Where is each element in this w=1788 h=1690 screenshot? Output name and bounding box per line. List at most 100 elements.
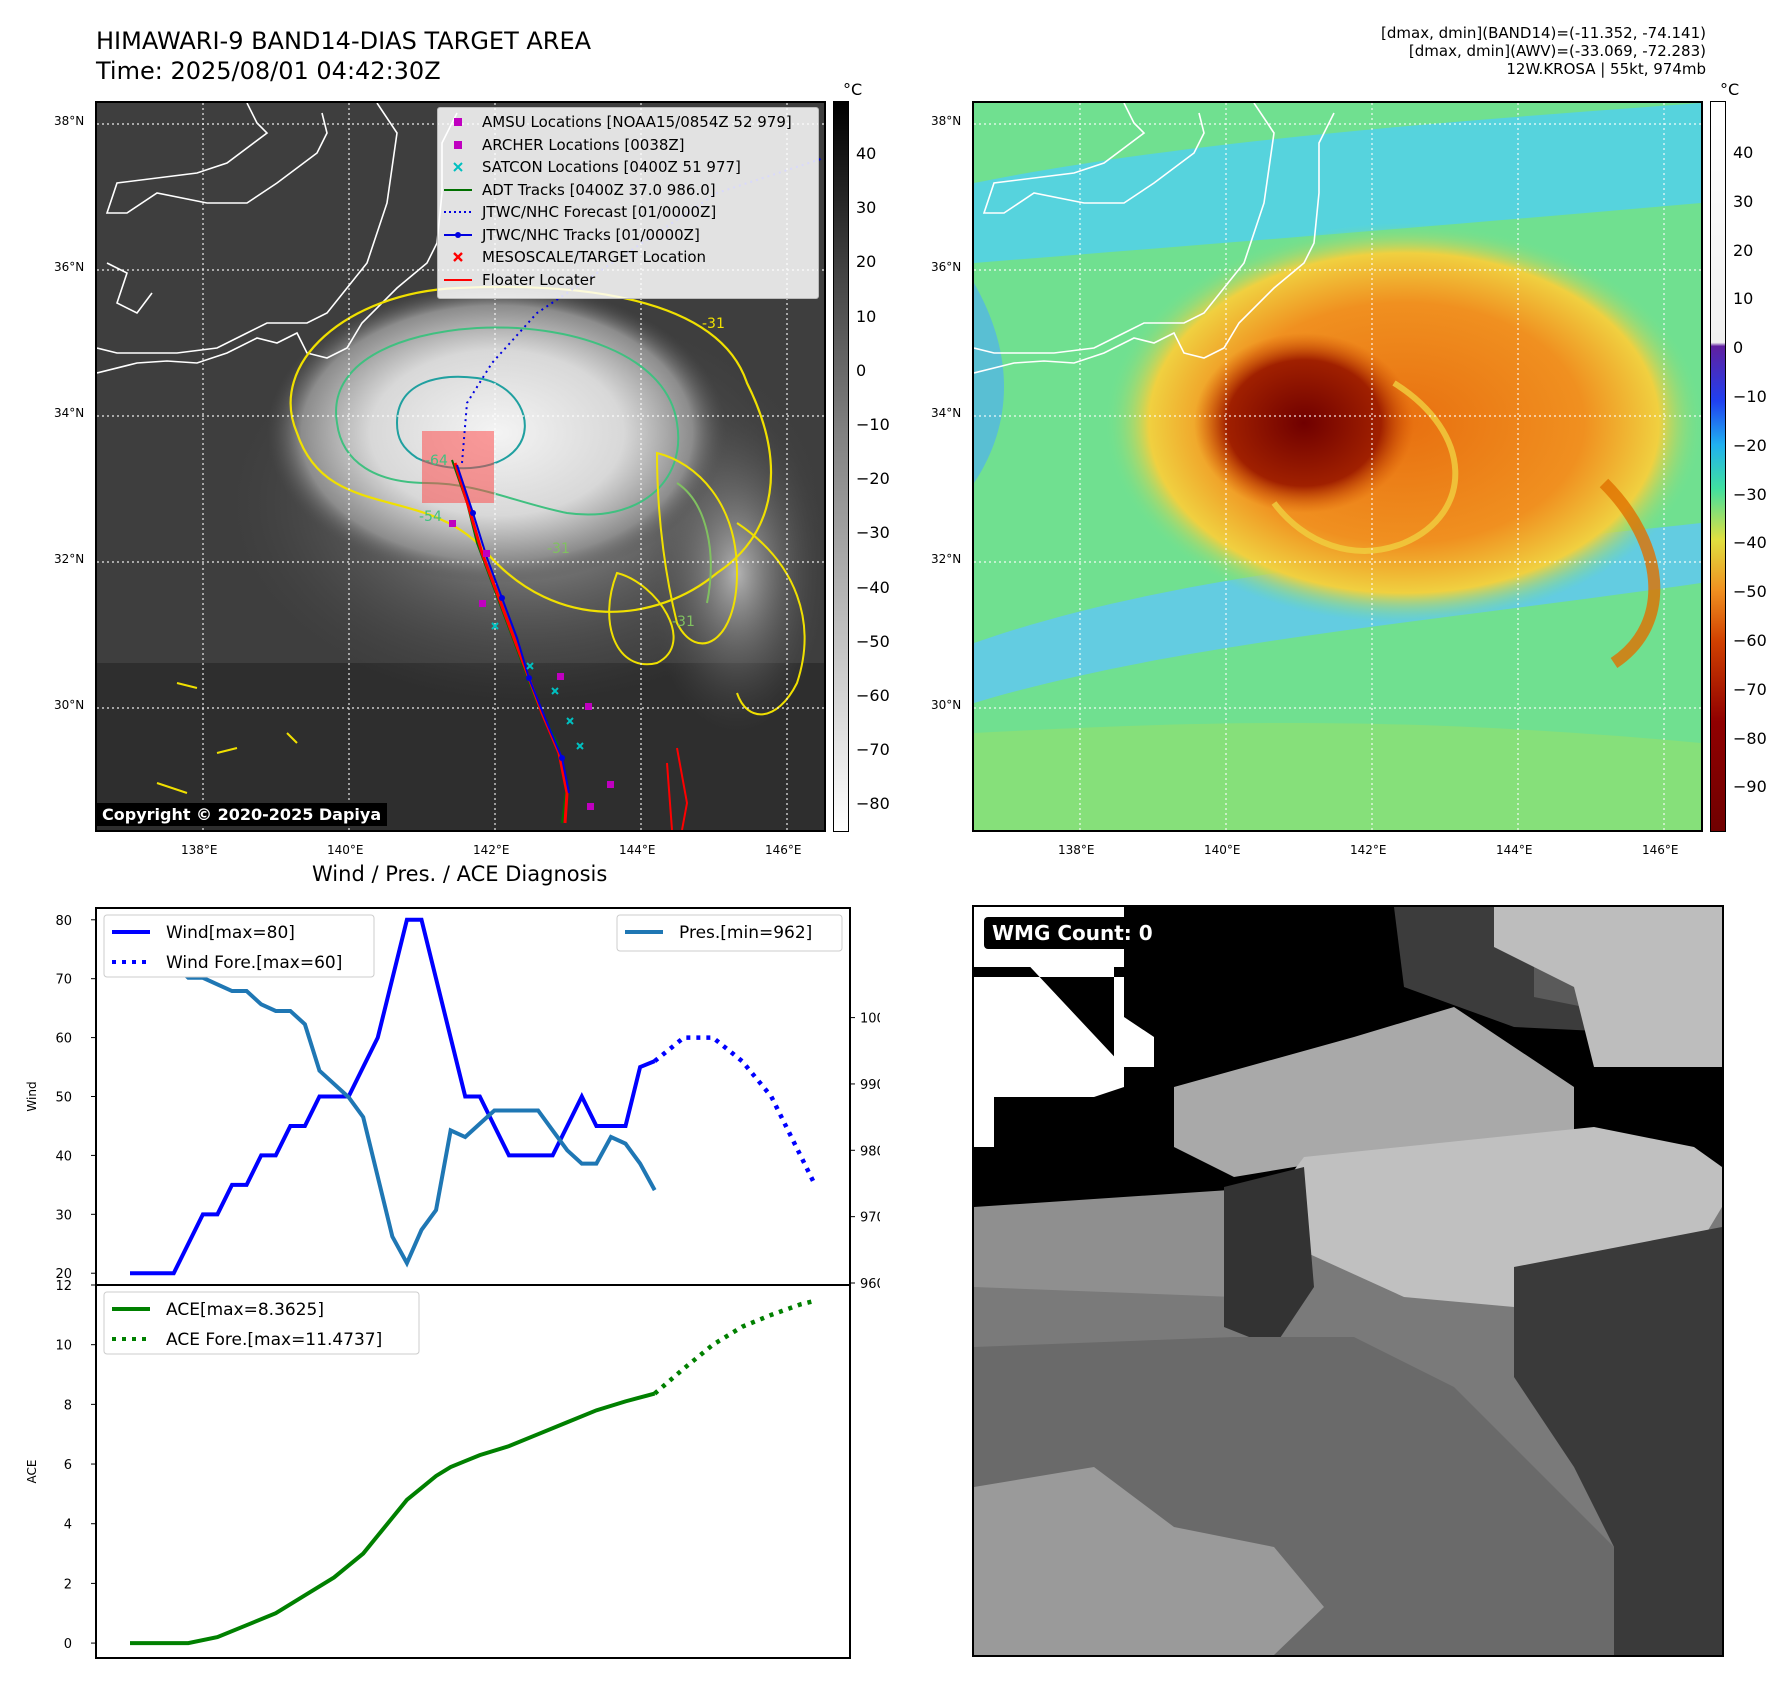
y-tick-label: 12 (55, 1279, 72, 1294)
contour-label: -64 (425, 453, 448, 469)
lat-label: 32°N (54, 552, 85, 566)
legend-amsu: AMSU Locations [NOAA15/0854Z 52 979] (438, 111, 818, 134)
info-awv: [dmax, dmin](AWV)=(-33.069, -72.283) (1408, 42, 1706, 60)
awv-map-image (974, 103, 1701, 830)
colorbar-tick: 30 (856, 198, 877, 218)
colorbar-tick: −10 (1733, 387, 1767, 406)
colorbar-tick: −70 (856, 740, 890, 760)
diagnosis-chart: 807060504030201000990980970960WindPressu… (25, 907, 880, 1659)
contour-label: -54 (419, 509, 442, 525)
wind-forecast-line (653, 1035, 818, 1186)
lat-label: 32°N (931, 552, 962, 566)
colorbar-tick: −90 (1733, 777, 1767, 797)
awv-map-panel (972, 101, 1703, 832)
y2-tick-label: 970 (860, 1211, 880, 1226)
legend-forecast: JTWC/NHC Forecast [01/0000Z] (444, 203, 717, 222)
lat-label: 38°N (54, 114, 85, 128)
y-tick-label: 60 (55, 1032, 72, 1047)
chart-title: Wind / Pres. / ACE Diagnosis (312, 862, 608, 886)
legend-ace-label: ACE[max=8.3625] (166, 1300, 324, 1320)
colorbar-awv (1710, 101, 1726, 832)
y2-tick-label: 1000 (860, 1012, 880, 1027)
colorbar-tick: −40 (1733, 533, 1767, 553)
colorbar-tick: −80 (1733, 728, 1767, 748)
y-tick-label: 10 (55, 1339, 72, 1354)
lower-plot-frame (95, 1284, 851, 1659)
y-axis-label: Wind (25, 1081, 39, 1111)
legend-floater: Floater Locater (444, 270, 596, 289)
wmg-count-label: WMG Count: 0 (984, 917, 1161, 949)
colorbar-tick: 10 (1733, 289, 1754, 309)
figure-title: HIMAWARI-9 BAND14-DIAS TARGET AREA (96, 27, 592, 55)
info-band14: [dmax, dmin](BAND14)=(-11.352, -74.141) (1381, 24, 1706, 42)
lon-label: 138°E (1058, 843, 1095, 857)
y2-tick-label: 960 (860, 1277, 880, 1292)
lon-label: 140°E (327, 843, 364, 857)
lat-label: 34°N (54, 406, 85, 420)
colorbar-tick: −50 (1733, 582, 1767, 602)
lat-label: 34°N (931, 406, 962, 420)
info-block: [dmax, dmin](BAND14)=(-11.352, -74.141) … (1381, 24, 1706, 78)
wind-legend (103, 914, 375, 978)
wmg-image (974, 907, 1722, 1655)
lon-label: 142°E (473, 843, 510, 857)
lat-label: 36°N (931, 260, 962, 274)
ace-legend (103, 1291, 420, 1355)
lat-label: 30°N (54, 698, 85, 712)
lon-label: 146°E (1642, 843, 1679, 857)
legend-satcon: SATCON Locations [0400Z 51 977] (438, 156, 818, 179)
legend-archer: ARCHER Locations [0038Z] (438, 134, 818, 157)
colorbar-tick: 0 (856, 360, 867, 380)
y-tick-label: 20 (55, 1267, 72, 1282)
legend-wind-label: Wind[max=80] (166, 923, 295, 943)
y-tick-label: 30 (55, 1208, 72, 1223)
contour-label: -31 (672, 614, 695, 630)
colorbar-tick: 20 (856, 252, 877, 272)
colorbar-tick: 40 (856, 144, 877, 163)
colorbar-tick: −20 (856, 469, 890, 489)
copyright-label: Copyright © 2020-2025 Dapiya (96, 803, 388, 826)
y-tick-label: 4 (64, 1518, 72, 1533)
y-tick-label: 6 (64, 1458, 72, 1473)
lon-label: 140°E (1204, 843, 1241, 857)
pressure-legend (616, 914, 843, 952)
contour-label: -31 (702, 316, 725, 332)
colorbar-tick: −50 (856, 631, 890, 651)
colorbar-tick: −10 (856, 415, 890, 434)
y-tick-label: 2 (64, 1577, 72, 1592)
lat-label: 36°N (54, 260, 85, 274)
map-legend: AMSU Locations [NOAA15/0854Z 52 979] ARC… (437, 107, 819, 299)
lat-label: 30°N (931, 698, 962, 712)
lon-label: 142°E (1350, 843, 1387, 857)
colorbar-gray (833, 101, 849, 832)
colorbar-tick: −60 (856, 686, 890, 705)
colorbar-tick: −40 (856, 577, 890, 597)
ace-forecast-line (653, 1298, 816, 1396)
colorbar-tick: −20 (1733, 435, 1767, 455)
y2-tick-label: 980 (860, 1144, 880, 1159)
contour-label: -31 (547, 541, 570, 557)
y-tick-label: 50 (55, 1091, 72, 1106)
legend-wind-fore-label: Wind Fore.[max=60] (166, 953, 342, 973)
legend-tracks: JTWC/NHC Tracks [01/0000Z] (438, 224, 818, 247)
colorbar-tick: 0 (1733, 338, 1744, 358)
pressure-line (130, 962, 657, 1268)
lon-label: 144°E (1496, 843, 1533, 857)
legend-pres-label: Pres.[min=962] (679, 923, 812, 943)
y-tick-label: 0 (64, 1637, 72, 1652)
lat-label: 38°N (931, 114, 962, 128)
colorbar-tick: −30 (1733, 484, 1767, 504)
lon-label: 146°E (765, 843, 802, 857)
figure-time: Time: 2025/08/01 04:42:30Z (96, 57, 441, 85)
colorbar-tick: −60 (1733, 631, 1767, 650)
colorbar-tick: 20 (1733, 240, 1754, 260)
colorbar-tick: −80 (856, 794, 890, 814)
legend-ace-fore-label: ACE Fore.[max=11.4737] (166, 1330, 382, 1350)
colorbar-tick: 30 (1733, 191, 1754, 211)
info-storm: 12W.KROSA | 55kt, 974mb (1506, 60, 1706, 78)
y-tick-label: 8 (64, 1398, 72, 1413)
colorbar-tick: −30 (856, 523, 890, 543)
y-tick-label: 80 (55, 914, 72, 929)
legend-adt: ADT Tracks [0400Z 37.0 986.0] (444, 180, 716, 199)
wind-line (130, 917, 656, 1276)
